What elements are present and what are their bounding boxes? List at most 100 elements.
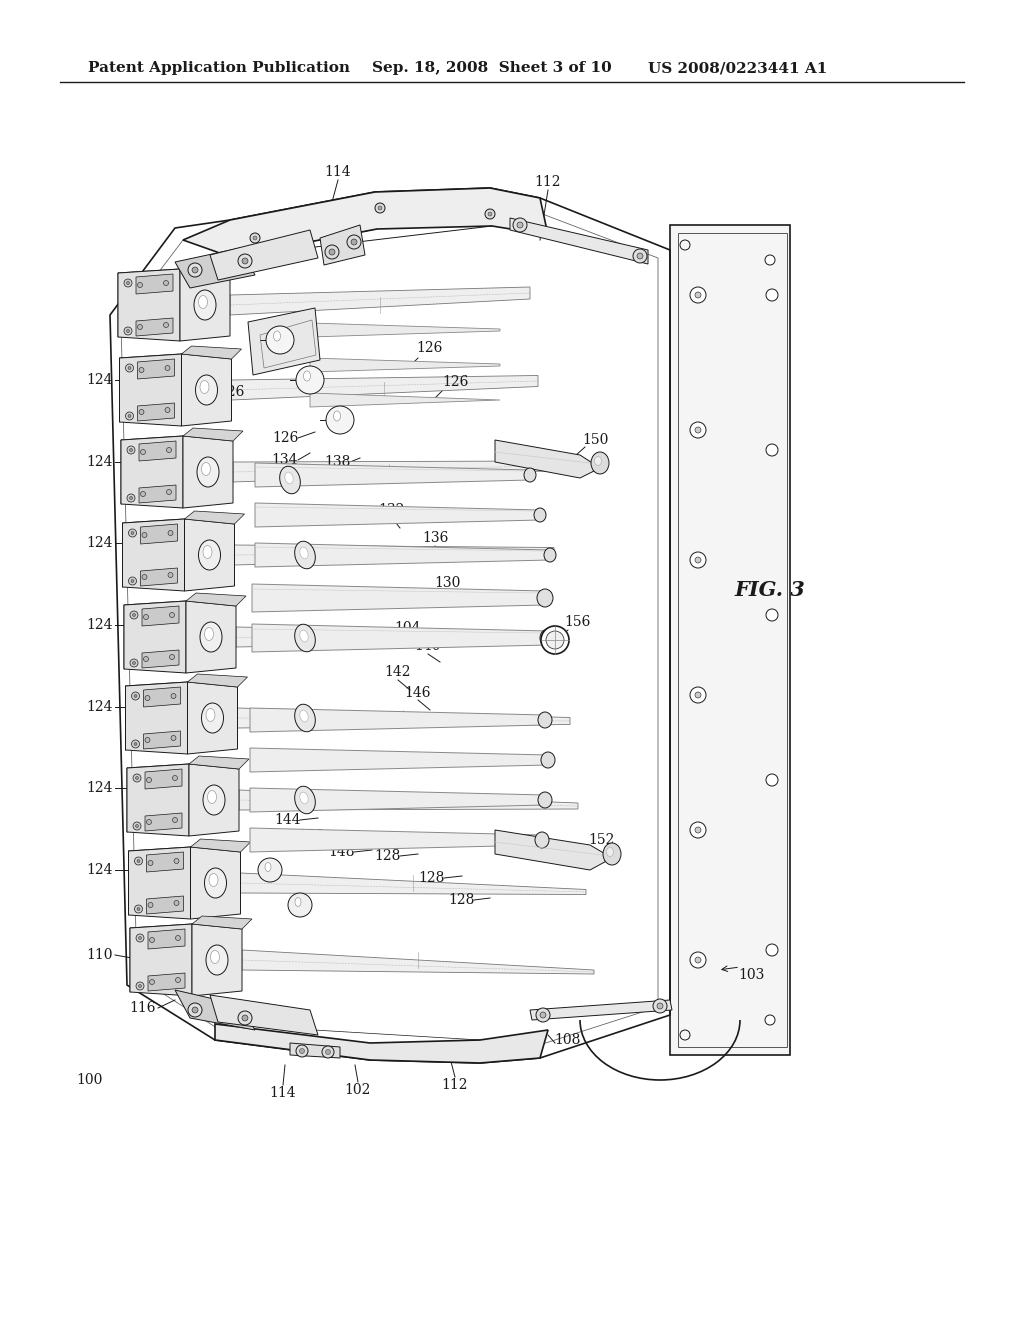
- Polygon shape: [250, 788, 545, 812]
- Text: 142: 142: [385, 665, 412, 678]
- Ellipse shape: [273, 331, 281, 341]
- Circle shape: [129, 449, 132, 451]
- Text: 116: 116: [127, 289, 154, 304]
- Circle shape: [164, 322, 169, 327]
- Text: 124: 124: [87, 455, 114, 469]
- Polygon shape: [143, 686, 180, 708]
- Polygon shape: [290, 1043, 340, 1059]
- Circle shape: [168, 531, 173, 536]
- Polygon shape: [128, 847, 201, 861]
- Circle shape: [126, 412, 133, 420]
- Polygon shape: [124, 601, 196, 615]
- Polygon shape: [250, 828, 542, 851]
- Polygon shape: [145, 813, 182, 832]
- Circle shape: [146, 777, 152, 783]
- Polygon shape: [140, 524, 177, 544]
- Polygon shape: [190, 847, 241, 919]
- Polygon shape: [189, 764, 239, 836]
- Circle shape: [132, 661, 135, 664]
- Text: 102: 102: [345, 1082, 371, 1097]
- Circle shape: [131, 532, 134, 535]
- Text: 134: 134: [271, 453, 298, 467]
- Circle shape: [296, 366, 324, 393]
- Polygon shape: [193, 924, 242, 997]
- Polygon shape: [121, 436, 193, 450]
- Ellipse shape: [200, 380, 209, 393]
- Circle shape: [146, 820, 152, 825]
- Circle shape: [325, 246, 339, 259]
- Circle shape: [695, 292, 701, 298]
- Circle shape: [167, 490, 171, 495]
- Ellipse shape: [196, 375, 217, 405]
- Circle shape: [172, 817, 177, 822]
- Circle shape: [137, 282, 142, 288]
- Circle shape: [238, 1011, 252, 1026]
- Text: 124: 124: [87, 374, 114, 387]
- Circle shape: [142, 574, 147, 579]
- Polygon shape: [145, 770, 182, 789]
- Ellipse shape: [544, 548, 556, 562]
- Ellipse shape: [265, 862, 271, 871]
- Circle shape: [148, 861, 153, 866]
- Circle shape: [695, 692, 701, 698]
- Polygon shape: [120, 358, 129, 422]
- Circle shape: [138, 985, 141, 987]
- Text: 126: 126: [417, 341, 443, 355]
- Polygon shape: [186, 593, 246, 606]
- Text: 112: 112: [441, 1078, 468, 1092]
- Circle shape: [513, 218, 527, 232]
- Ellipse shape: [537, 589, 553, 607]
- Ellipse shape: [280, 466, 300, 494]
- Circle shape: [128, 529, 136, 537]
- Polygon shape: [118, 269, 180, 341]
- Circle shape: [142, 532, 147, 537]
- Circle shape: [126, 364, 133, 372]
- Circle shape: [131, 579, 134, 582]
- Polygon shape: [255, 543, 550, 568]
- Circle shape: [485, 209, 495, 219]
- Polygon shape: [181, 346, 242, 359]
- Circle shape: [680, 240, 690, 249]
- Circle shape: [135, 776, 138, 780]
- Ellipse shape: [197, 457, 219, 487]
- Circle shape: [134, 857, 142, 865]
- Ellipse shape: [205, 869, 226, 898]
- Polygon shape: [148, 973, 185, 991]
- Circle shape: [143, 615, 148, 619]
- Circle shape: [170, 655, 174, 660]
- Text: 124: 124: [87, 700, 114, 714]
- Ellipse shape: [202, 462, 211, 475]
- Circle shape: [188, 1003, 202, 1016]
- Polygon shape: [126, 682, 198, 696]
- Circle shape: [766, 444, 778, 455]
- Polygon shape: [252, 624, 548, 652]
- Polygon shape: [123, 519, 184, 591]
- Polygon shape: [186, 601, 236, 673]
- Circle shape: [633, 249, 647, 263]
- Polygon shape: [146, 851, 183, 873]
- Text: 132: 132: [379, 503, 406, 517]
- Polygon shape: [118, 273, 128, 337]
- Polygon shape: [238, 708, 570, 729]
- Text: 130: 130: [435, 576, 461, 590]
- Polygon shape: [183, 436, 233, 508]
- Circle shape: [375, 203, 385, 213]
- Ellipse shape: [295, 705, 315, 731]
- Circle shape: [541, 626, 569, 653]
- Circle shape: [378, 206, 382, 210]
- Circle shape: [128, 367, 131, 370]
- Circle shape: [143, 656, 148, 661]
- Polygon shape: [123, 523, 132, 587]
- Circle shape: [134, 742, 137, 746]
- Circle shape: [136, 935, 144, 942]
- Circle shape: [145, 696, 150, 701]
- Text: 152: 152: [589, 833, 615, 847]
- Circle shape: [695, 426, 701, 433]
- Ellipse shape: [211, 950, 219, 964]
- Polygon shape: [121, 440, 131, 504]
- Polygon shape: [187, 675, 248, 686]
- Text: FIG. 3: FIG. 3: [734, 579, 805, 601]
- Text: 126: 126: [441, 375, 468, 389]
- Ellipse shape: [534, 508, 546, 521]
- Circle shape: [329, 249, 335, 255]
